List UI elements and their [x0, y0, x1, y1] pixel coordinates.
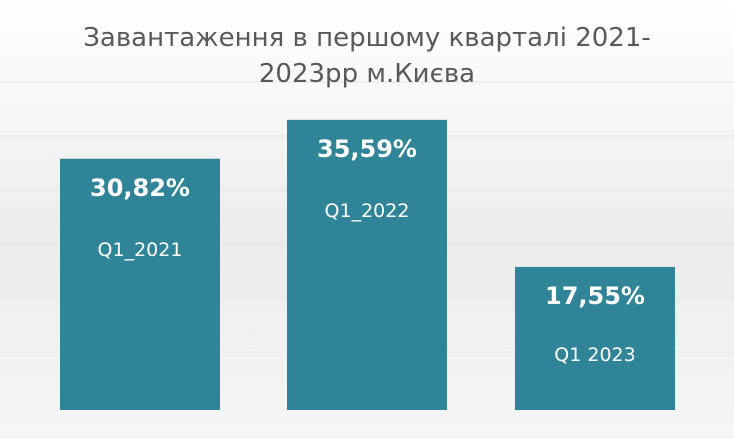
bar-value-label: 30,82%	[90, 174, 190, 202]
bar-3	[515, 266, 675, 410]
bar-value-label: 17,55%	[545, 282, 645, 310]
chart-title: Завантаження в першому кварталі 2021-202…	[83, 23, 651, 89]
bar-category-label: Q1_2021	[98, 239, 183, 261]
bar-category-label: Q1 2023	[554, 344, 635, 366]
bar-1	[60, 158, 220, 410]
bar-category-label: Q1_2022	[325, 200, 410, 222]
bar-2	[287, 119, 447, 410]
bar-value-label: 35,59%	[317, 135, 417, 163]
